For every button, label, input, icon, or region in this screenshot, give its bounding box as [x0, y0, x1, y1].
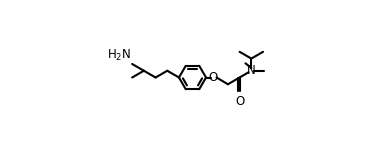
- Text: O: O: [209, 71, 218, 84]
- Text: $\mathregular{H_2N}$: $\mathregular{H_2N}$: [107, 48, 131, 63]
- Text: O: O: [235, 95, 244, 108]
- Text: N: N: [247, 64, 256, 77]
